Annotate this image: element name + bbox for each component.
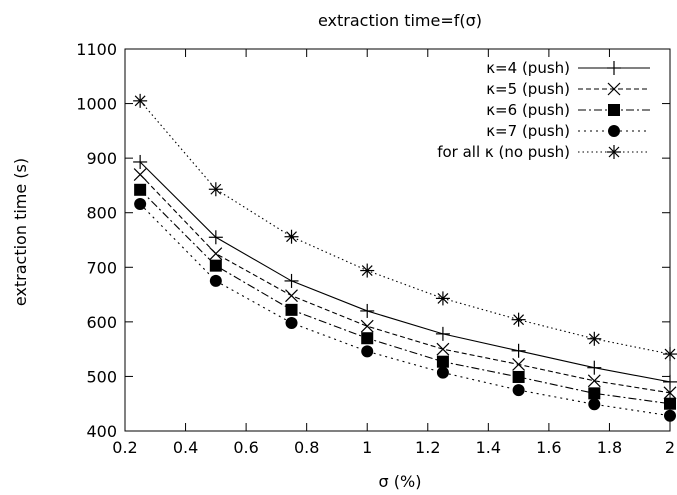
data-point — [663, 386, 677, 400]
x-tick-label: 1.8 — [597, 438, 622, 457]
data-point — [134, 183, 147, 196]
data-point — [208, 182, 223, 197]
data-point — [436, 366, 449, 379]
series-line — [139, 100, 671, 355]
data-point — [587, 374, 601, 388]
legend-label: κ=7 (push) — [486, 122, 570, 140]
plot-frame — [124, 48, 671, 432]
data-point — [512, 384, 525, 397]
series-3 — [134, 183, 676, 410]
y-tick-label: 800 — [86, 204, 117, 223]
x-tick-label: 1.2 — [415, 438, 440, 457]
legend-item: for all κ (no push) — [437, 143, 650, 161]
series-4 — [134, 197, 676, 422]
legend-marker — [607, 82, 621, 96]
y-tick-label: 700 — [86, 258, 117, 277]
y-tick-label: 900 — [86, 149, 117, 168]
legend-item: κ=6 (push) — [486, 101, 650, 119]
x-axis-label: σ (%) — [379, 472, 422, 491]
data-point — [663, 374, 677, 389]
series-line — [139, 189, 671, 405]
y-tick-label: 1000 — [76, 95, 117, 114]
legend-item: κ=7 (push) — [486, 122, 650, 140]
data-point — [587, 360, 602, 375]
data-point — [435, 326, 450, 341]
x-tick-label: 1 — [362, 438, 372, 457]
y-axis-label: extraction time (s) — [11, 158, 30, 306]
legend-label: for all κ (no push) — [437, 143, 570, 161]
data-point — [285, 303, 298, 316]
series-2 — [133, 168, 677, 400]
axis-ticks: 0.2 0.4 0.6 0.8 1 1.2 1.4 1.6 1.8 2 400 500 600 700 80… — [76, 40, 675, 457]
x-tick-label: 1.6 — [536, 438, 561, 457]
series-line — [139, 174, 671, 394]
y-tick-label: 600 — [86, 313, 117, 332]
legend-item: κ=4 (push) — [486, 59, 650, 77]
series-5 — [133, 93, 677, 362]
y-tick-label: 500 — [86, 367, 117, 386]
data-point — [285, 316, 298, 329]
data-point — [512, 370, 525, 383]
series-line — [139, 161, 671, 383]
legend-label: κ=5 (push) — [486, 80, 570, 98]
data-point — [360, 303, 375, 318]
data-point — [435, 291, 450, 306]
legend: κ=4 (push) κ=5 (push) κ=6 (push) κ=7 (push)… — [437, 59, 650, 161]
data-point — [361, 345, 374, 358]
data-point — [285, 289, 298, 303]
data-point — [664, 397, 676, 410]
legend-label: κ=6 (push) — [486, 101, 570, 119]
y-tick-label: 1100 — [76, 40, 117, 59]
series-layer — [133, 93, 677, 422]
data-point — [208, 230, 223, 245]
data-point — [663, 347, 677, 362]
data-point — [436, 355, 449, 368]
legend-label: κ=4 (push) — [486, 59, 570, 77]
data-point — [133, 154, 148, 169]
chart-title: extraction time=f(σ) — [318, 11, 482, 30]
data-point — [360, 263, 375, 278]
data-point — [133, 168, 147, 181]
x-tick-label: 0.8 — [294, 438, 319, 457]
data-point — [360, 319, 374, 333]
data-point — [664, 409, 676, 422]
legend-marker — [608, 104, 620, 116]
data-point — [436, 342, 450, 356]
data-point — [133, 93, 148, 108]
data-point — [512, 357, 526, 371]
legend-marker — [608, 125, 620, 137]
data-point — [209, 247, 223, 261]
x-tick-label: 0.6 — [233, 438, 258, 457]
data-point — [209, 274, 222, 287]
legend-marker — [607, 145, 621, 159]
data-point — [587, 331, 602, 346]
data-point — [361, 332, 374, 345]
x-tick-label: 1.4 — [476, 438, 501, 457]
x-tick-label: 0.4 — [173, 438, 198, 457]
series-1 — [133, 154, 677, 389]
legend-item: κ=5 (push) — [486, 80, 650, 98]
y-tick-label: 400 — [86, 422, 117, 441]
data-point — [209, 259, 222, 272]
x-tick-label: 2 — [665, 438, 675, 457]
data-point — [588, 387, 601, 400]
data-point — [284, 229, 299, 244]
x-tick-label: 0.2 — [112, 438, 137, 457]
data-point — [588, 398, 601, 411]
legend-marker — [607, 61, 621, 75]
data-point — [511, 343, 526, 358]
data-point — [284, 273, 299, 288]
data-point — [511, 312, 526, 327]
data-point — [134, 197, 147, 210]
